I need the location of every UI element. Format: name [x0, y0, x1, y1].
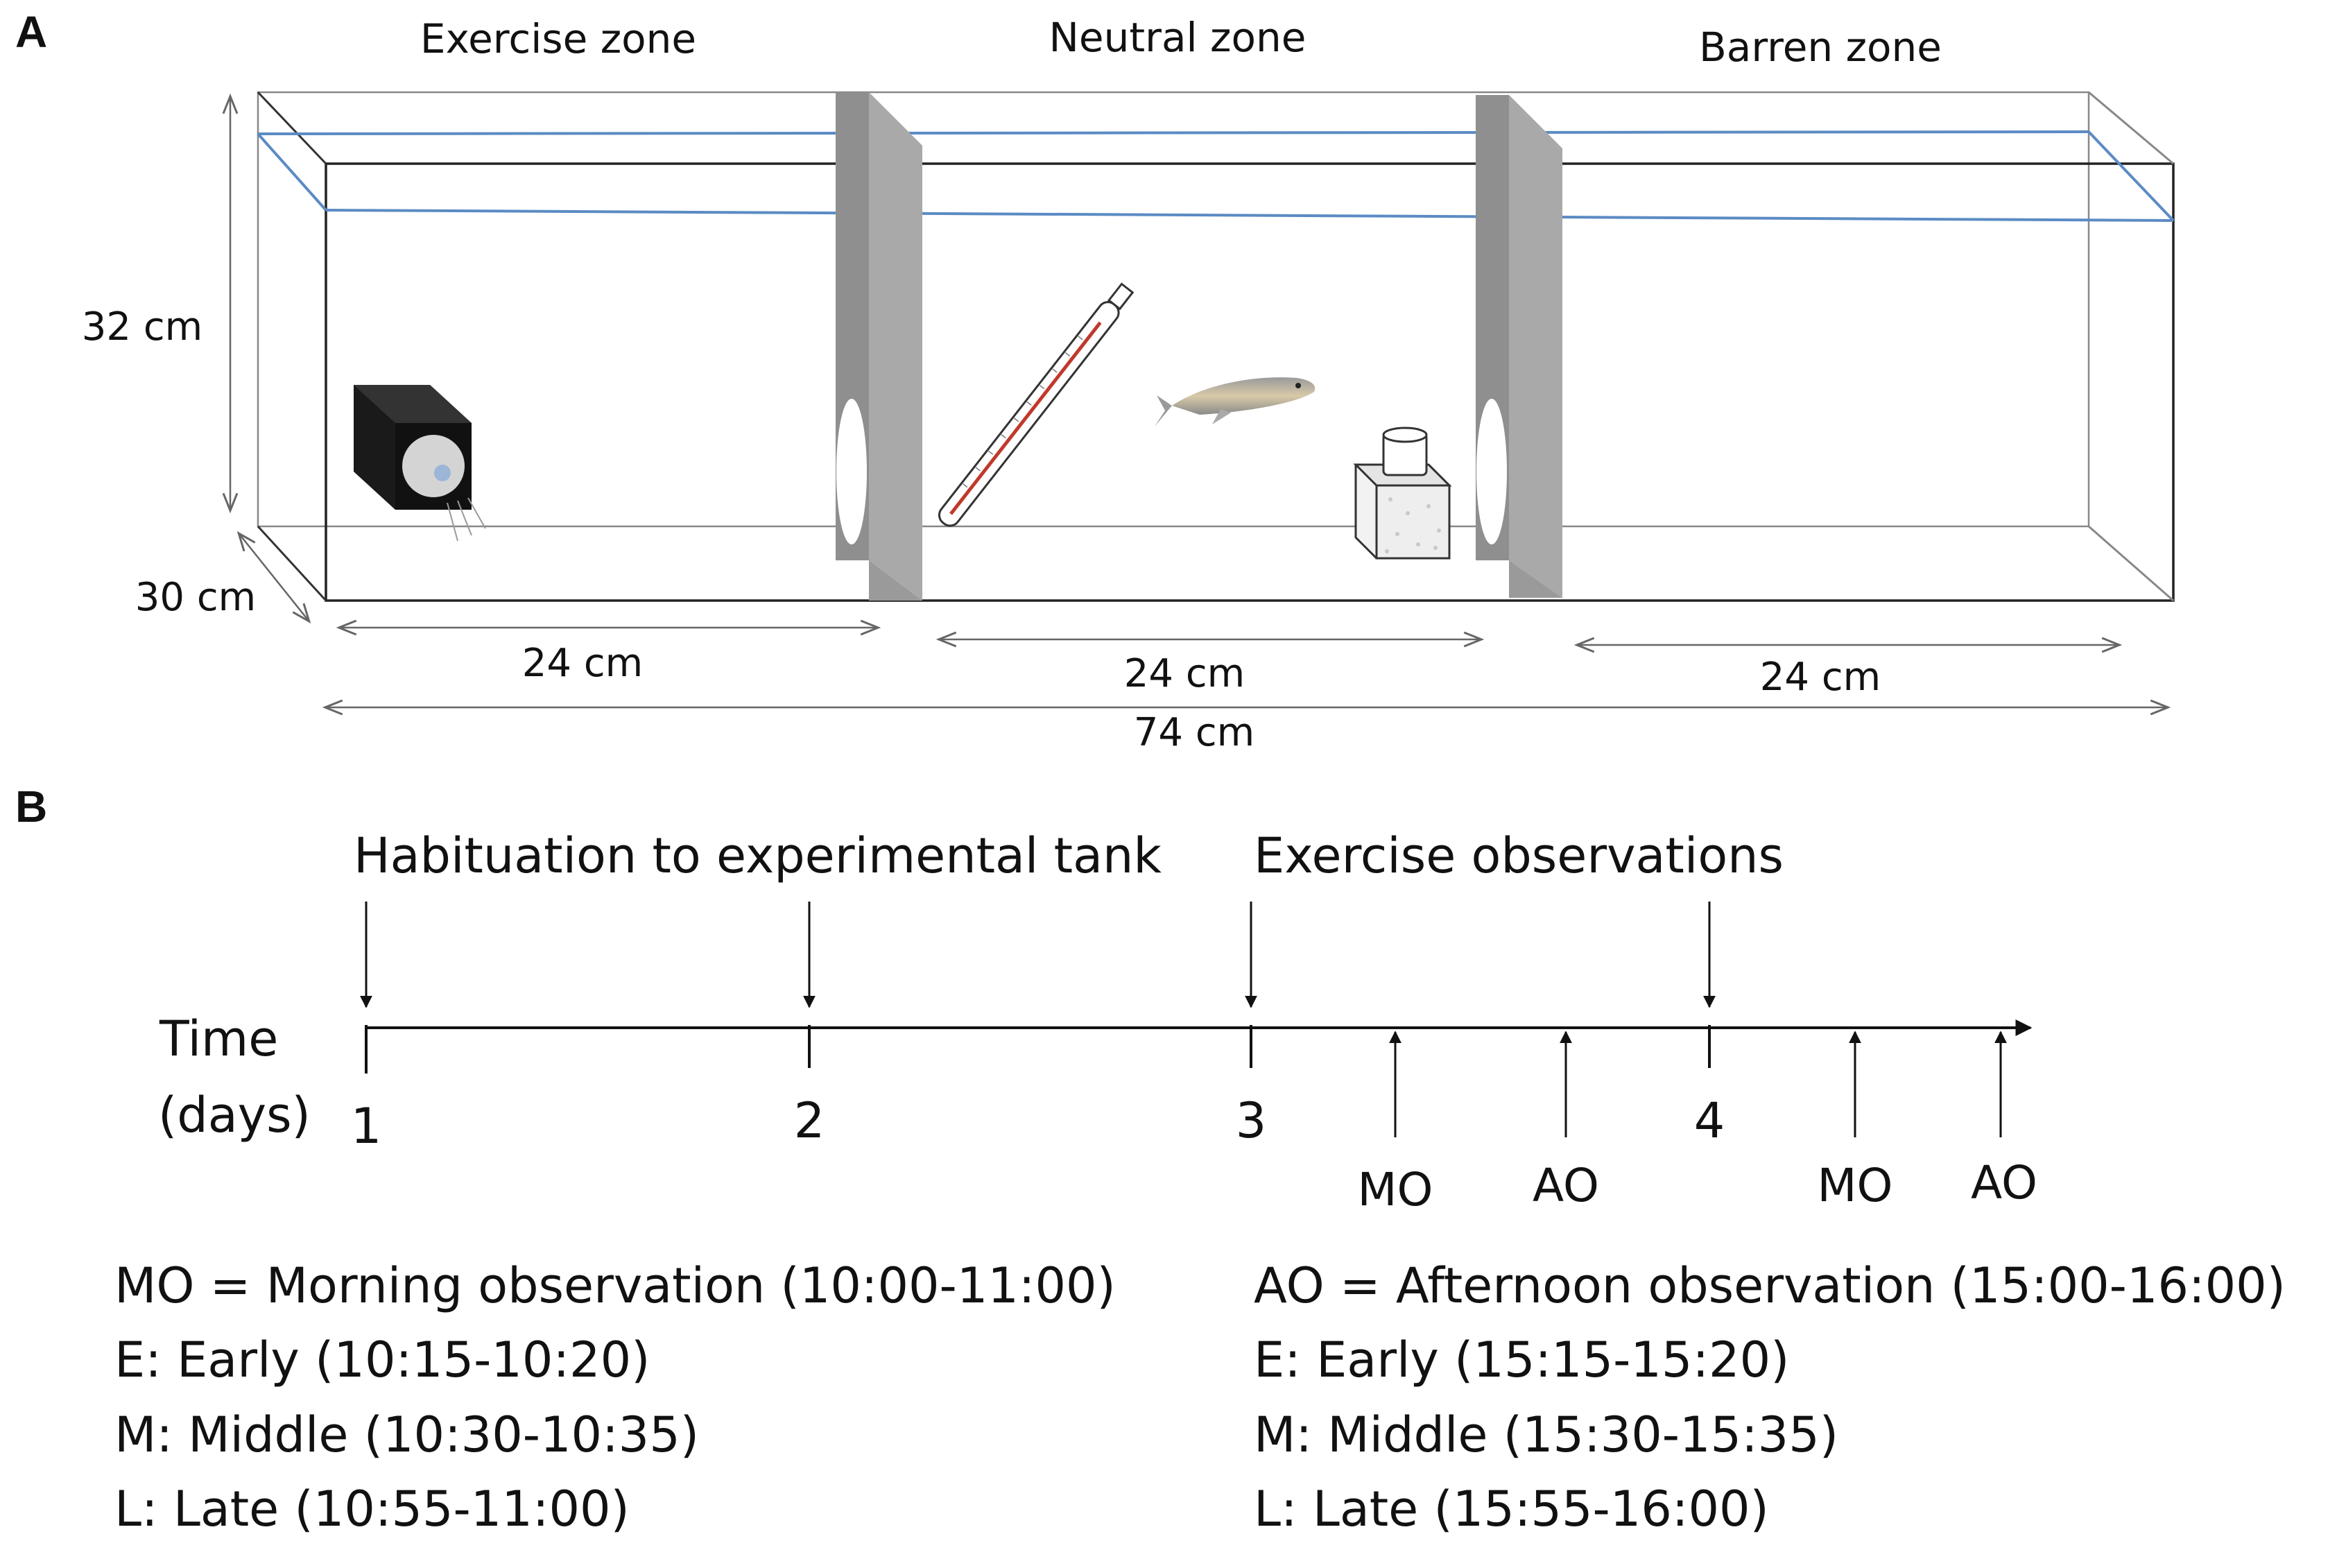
height-label: 32 cm	[82, 304, 202, 350]
legend-afternoon-line-3: M: Middle (15:30-15:35)	[1254, 1406, 1838, 1463]
tank-front-face	[325, 162, 2175, 602]
day-label-1: 1	[351, 1098, 382, 1155]
legend-afternoon-line-1: AO = Afternoon observation (15:00-16:00)	[1254, 1257, 2286, 1314]
depth-label: 30 cm	[135, 575, 256, 620]
thermometer-icon	[938, 282, 1135, 527]
heater-icon	[1353, 427, 1452, 560]
day-label-3: 3	[1236, 1092, 1267, 1149]
phase-habituation-label: Habituation to experimental tank	[354, 827, 1162, 884]
zone-3-width-label: 24 cm	[1760, 655, 1881, 700]
zone-label-neutral: Neutral zone	[1049, 14, 1306, 61]
total-length-label: 74 cm	[1134, 710, 1254, 755]
panel-a-label: A	[15, 7, 47, 57]
observation-arrows	[1389, 1031, 2007, 1137]
divider-right-opening	[1476, 399, 1507, 544]
axis-label-time: Time	[159, 1010, 278, 1067]
phase-exercise-label: Exercise observations	[1254, 827, 1784, 884]
zone-label-exercise: Exercise zone	[420, 15, 696, 62]
phase-arrows	[360, 902, 1716, 1008]
legend-afternoon-line-2: E: Early (15:15-15:20)	[1254, 1332, 1789, 1388]
panel-b-label: B	[15, 782, 47, 832]
timeline-ticks	[365, 1025, 1711, 1074]
legend-afternoon: AO = Afternoon observation (15:00-16:00)…	[1254, 1257, 2286, 1537]
observation-label-ao-1: AO	[1533, 1159, 1599, 1212]
tank-edge-br	[2088, 525, 2174, 602]
fish-icon	[1155, 377, 1316, 427]
legend-morning-line-2: E: Early (10:15-10:20)	[114, 1332, 650, 1388]
divider-right	[1476, 95, 1562, 598]
panel-b: B Habituation to experimental tank Exerc…	[15, 782, 2286, 1537]
tank-edge-tl	[257, 91, 327, 165]
legend-morning-line-1: MO = Morning observation (10:00-11:00)	[114, 1257, 1116, 1314]
dimension-arrows	[222, 93, 2171, 716]
zone-2-width-label: 24 cm	[1124, 651, 1245, 696]
divider-left-opening	[836, 399, 867, 544]
legend-morning-line-3: M: Middle (10:30-10:35)	[114, 1406, 699, 1463]
water-line	[257, 130, 2175, 222]
divider-left	[836, 92, 922, 601]
legend-afternoon-line-4: L: Late (15:55-16:00)	[1254, 1481, 1769, 1537]
observation-label-ao-2: AO	[1971, 1156, 2037, 1209]
zone-1-width-label: 24 cm	[522, 641, 643, 686]
tank-edge-tr	[2088, 91, 2174, 165]
depth-arrow	[236, 531, 311, 624]
day-label-4: 4	[1694, 1092, 1725, 1149]
panel-a: A Exercise zone Neutral zone Barren zone	[15, 7, 2175, 755]
tank	[257, 91, 2175, 602]
observation-label-mo-2: MO	[1818, 1159, 1893, 1212]
tank-edge-bl	[257, 525, 327, 602]
pump-icon	[354, 385, 486, 542]
legend-morning-line-4: L: Late (10:55-11:00)	[114, 1481, 630, 1537]
legend-morning: MO = Morning observation (10:00-11:00) E…	[114, 1257, 1116, 1537]
observation-label-mo-1: MO	[1358, 1163, 1433, 1216]
tank-back-face	[257, 91, 2090, 528]
zone-label-barren: Barren zone	[1699, 24, 1942, 71]
axis-label-days: (days)	[158, 1087, 311, 1144]
day-label-2: 2	[794, 1092, 825, 1149]
